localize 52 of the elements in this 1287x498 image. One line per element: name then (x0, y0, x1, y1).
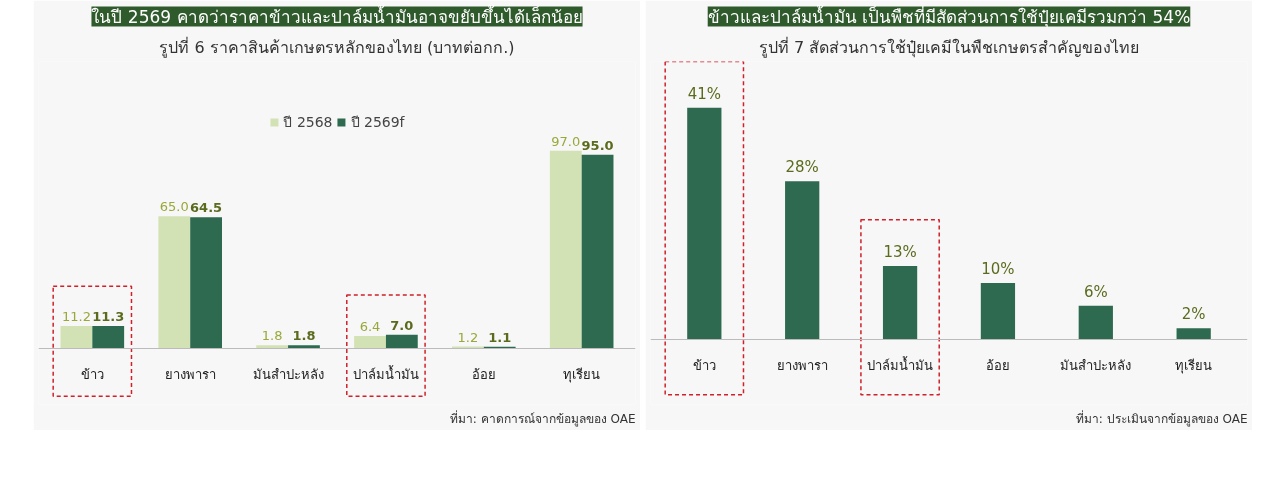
bar (158, 216, 191, 349)
x-tick-label: ยางพารา (776, 357, 828, 373)
data-label: 13% (883, 243, 917, 262)
x-tick-label: อ้อย (985, 357, 1010, 373)
bar (687, 107, 722, 340)
chart-title: ข้าวและปาล์มน้ำมัน เป็นพืชที่มีสัดส่วนการใช้ปุ๋ยเคมีรวมกว่า 54% (707, 4, 1191, 28)
x-tick-label: ทุเรียน (1175, 357, 1213, 374)
data-label: 1.8 (261, 328, 283, 344)
chart-subtitle: รูปที่ 6 ราคาสินค้าเกษตรหลักของไทย (บาทต่อกก.) (159, 35, 515, 58)
x-tick-label: ปาล์มน้ำมัน (867, 355, 934, 373)
data-label: 7.0 (390, 317, 414, 333)
data-label: 11.2 (61, 309, 91, 325)
legend-label: ปี 2568 (283, 113, 333, 132)
data-label: 2% (1181, 305, 1206, 324)
x-tick-label: ข้าว (692, 357, 716, 373)
text: ที่มา: ประเมินจากข้อมูลของ OAE (1075, 409, 1248, 427)
bar (190, 217, 222, 349)
bar (785, 181, 820, 340)
x-tick-label: มันสำปะหลัง (1060, 357, 1132, 373)
x-tick-label: อ้อย (471, 366, 496, 382)
bar (581, 154, 614, 349)
data-label: 97.0 (551, 133, 581, 149)
data-label: 1.1 (488, 329, 512, 345)
data-label: 11.3 (92, 308, 125, 324)
data-label: 64.5 (190, 200, 223, 216)
data-label: 28% (785, 158, 819, 177)
data-label: 1.8 (292, 328, 316, 344)
bar (1078, 305, 1113, 340)
bar (549, 150, 582, 349)
bar (882, 266, 918, 340)
bar (1176, 328, 1211, 340)
x-tick-label: ข้าว (80, 366, 104, 382)
text: ที่มา: คาดการณ์จากข้อมูลของ OAE (449, 409, 636, 427)
data-label: 1.2 (457, 329, 479, 345)
chart-subtitle: รูปที่ 7 สัดส่วนการใช้ปุ๋ยเคมีในพืชเกษตรสำคัญของไทย (758, 35, 1140, 58)
data-label: 65.0 (159, 199, 189, 215)
x-tick-label: ทุเรียน (563, 366, 601, 383)
bar (385, 334, 418, 349)
data-label: 95.0 (581, 137, 614, 153)
bar (60, 326, 93, 349)
bar (92, 325, 125, 349)
data-label: 41% (687, 84, 721, 103)
x-tick-label: มันสำปะหลัง (252, 366, 324, 382)
x-tick-label: ปาล์มน้ำมัน (352, 364, 419, 382)
legend-label: ปี 2569f (350, 113, 405, 132)
bar (980, 283, 1016, 340)
x-tick-label: ยางพารา (164, 366, 216, 382)
data-label: 10% (981, 260, 1015, 279)
bar (354, 335, 386, 349)
chart-title: ในปี 2569 คาดว่าราคาข้าวและปาล์มน้ำมันอาจขยับขึ้นได้เล็กน้อย (91, 4, 583, 27)
data-label: 6% (1083, 282, 1108, 301)
data-label: 6.4 (359, 318, 381, 334)
